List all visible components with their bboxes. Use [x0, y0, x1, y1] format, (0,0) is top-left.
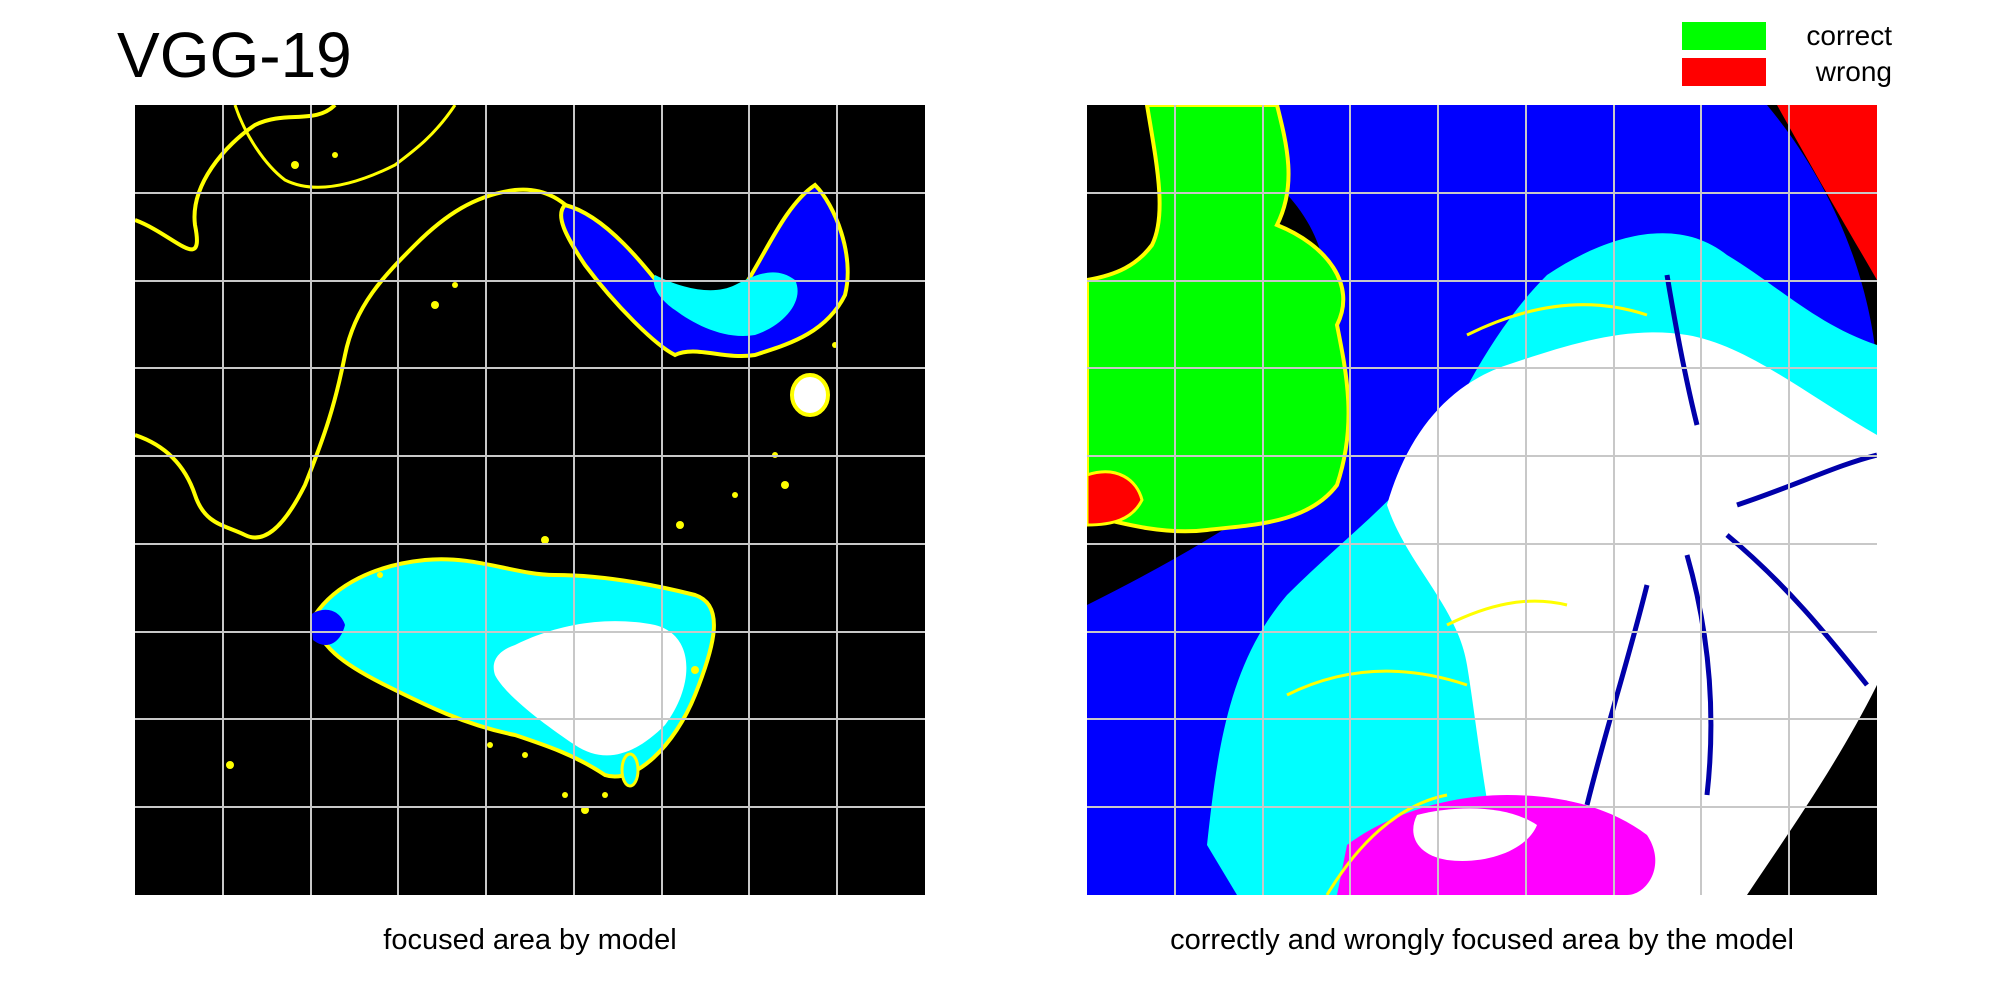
focus-region-upper-mid [653, 272, 798, 336]
legend: correct wrong [1682, 18, 1892, 90]
correctness-map-panel [1087, 105, 1877, 895]
streaks [1584, 274, 1877, 806]
caption-correctness-area: correctly and wrongly focused area by th… [1170, 924, 1794, 956]
legend-swatch-correct [1682, 22, 1766, 50]
outline-strokes [1286, 303, 1648, 895]
wrong-region-left [1087, 470, 1144, 527]
coast-outline-upper [135, 105, 337, 252]
focus-region-lower-low [310, 609, 345, 645]
coast-outline-top [233, 105, 457, 189]
grid-lines [1087, 105, 1877, 895]
coast-outline-left [135, 187, 656, 540]
legend-label-wrong: wrong [1815, 56, 1892, 87]
focus-map-image [135, 105, 925, 895]
legend-item-wrong: wrong [1682, 54, 1892, 90]
correct-region [1087, 105, 1351, 534]
legend-item-correct: correct [1682, 18, 1892, 54]
lower-white-patch [1413, 808, 1537, 861]
grid-lines [135, 105, 925, 895]
focus-region-lower-high [493, 621, 687, 756]
outline-points [226, 152, 838, 814]
correctness-map-image [1087, 105, 1877, 895]
figure-title: VGG-19 [117, 19, 352, 91]
focus-region-upper-high [790, 373, 830, 417]
outside-region [1747, 685, 1877, 895]
legend-label-correct: correct [1806, 20, 1892, 51]
caption-focused-area: focused area by model [383, 924, 677, 956]
focus-region-high [1387, 332, 1877, 895]
legend-swatch-wrong [1682, 58, 1766, 86]
focus-map-panel [135, 105, 925, 895]
focus-region-small-cyan [620, 752, 640, 788]
